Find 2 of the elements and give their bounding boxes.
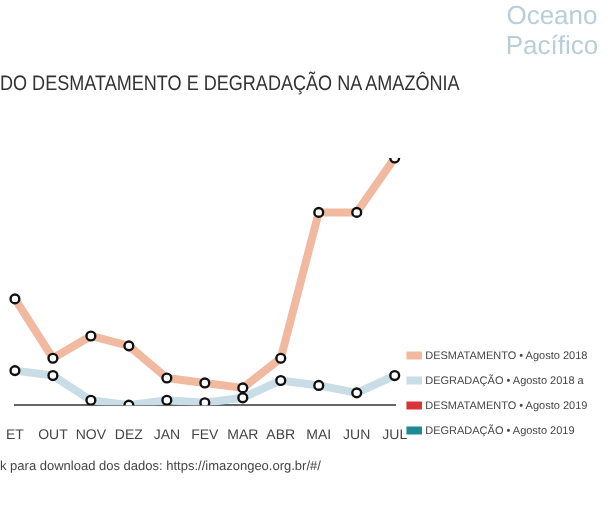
text: Oceano Pacífico: [503, 0, 601, 60]
chart-title: DO DESMATAMENTO E DEGRADAÇÃO NA AMAZÔNIA: [0, 72, 460, 96]
